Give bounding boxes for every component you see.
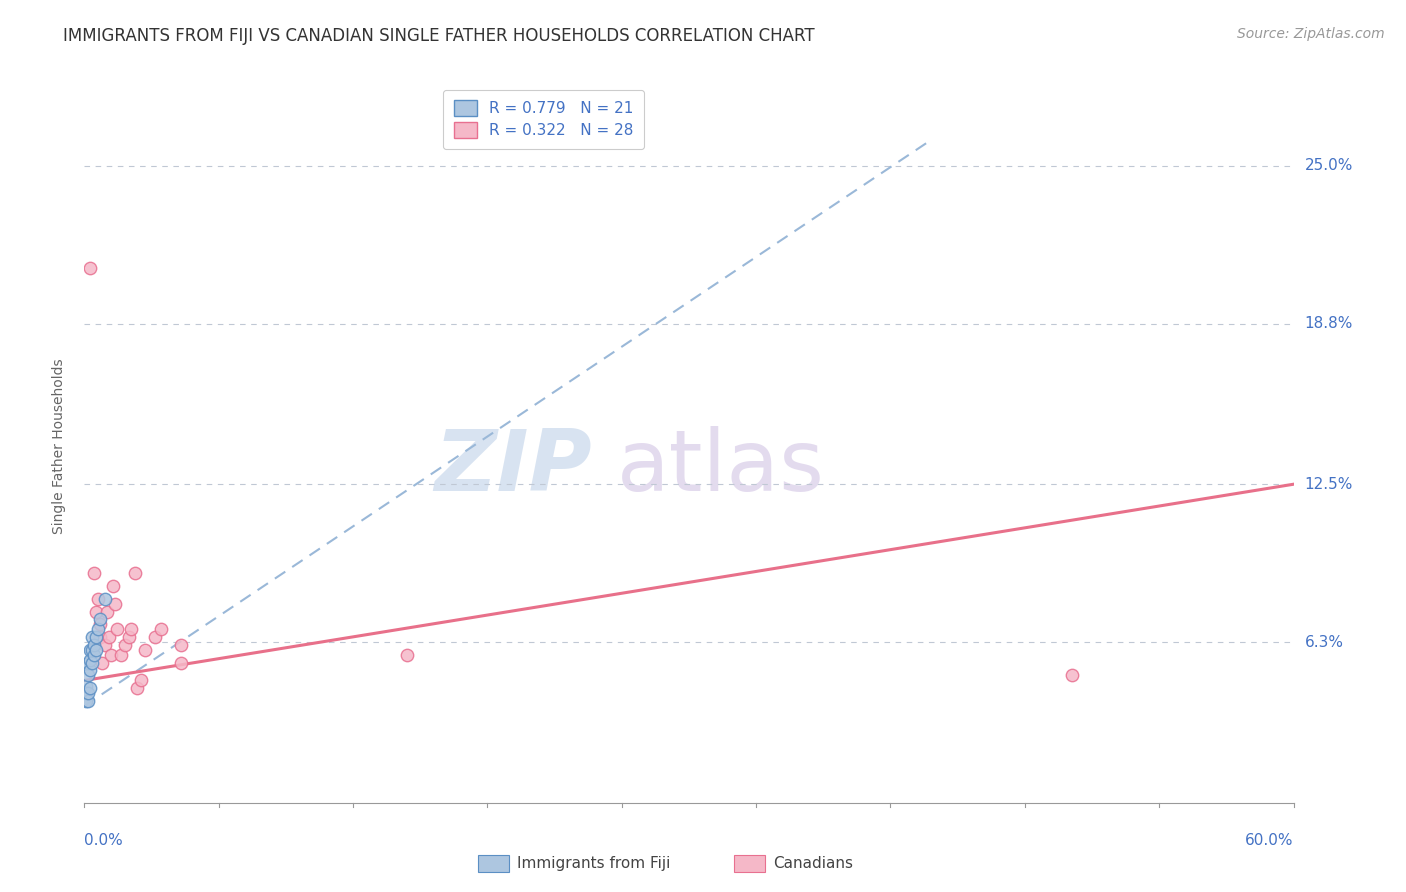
Point	[97, 630, 120, 644]
Point	[100, 648, 122, 662]
Point	[149, 623, 172, 637]
Point	[77, 668, 100, 682]
Point	[86, 643, 108, 657]
Point	[77, 694, 100, 708]
Point	[79, 663, 101, 677]
Point	[77, 686, 100, 700]
Point	[87, 623, 110, 637]
Point	[395, 648, 418, 662]
Point	[110, 648, 132, 662]
Text: 12.5%: 12.5%	[1305, 476, 1353, 491]
Point	[105, 623, 128, 637]
Point	[79, 681, 101, 695]
Point	[118, 630, 141, 644]
Point	[75, 686, 97, 700]
Point	[75, 679, 97, 693]
Text: Immigrants from Fiji: Immigrants from Fiji	[517, 856, 671, 871]
Point	[86, 605, 108, 619]
Point	[120, 623, 142, 637]
Point	[129, 673, 152, 688]
Point	[83, 566, 105, 581]
Y-axis label: Single Father Households: Single Father Households	[52, 359, 66, 533]
Point	[83, 638, 105, 652]
Text: IMMIGRANTS FROM FIJI VS CANADIAN SINGLE FATHER HOUSEHOLDS CORRELATION CHART: IMMIGRANTS FROM FIJI VS CANADIAN SINGLE …	[63, 27, 815, 45]
Point	[170, 656, 193, 670]
Point	[124, 566, 146, 581]
Point	[75, 694, 97, 708]
Text: Source: ZipAtlas.com: Source: ZipAtlas.com	[1237, 27, 1385, 41]
Point	[82, 656, 104, 670]
Point	[89, 630, 111, 644]
Text: Canadians: Canadians	[773, 856, 853, 871]
Text: 25.0%: 25.0%	[1305, 158, 1353, 173]
Text: ZIP: ZIP	[434, 425, 592, 509]
Point	[101, 579, 124, 593]
Point	[93, 638, 115, 652]
Point	[104, 597, 127, 611]
Point	[79, 643, 101, 657]
Point	[82, 630, 104, 644]
Point	[125, 681, 148, 695]
Text: 60.0%: 60.0%	[1246, 833, 1294, 848]
Text: atlas: atlas	[616, 425, 824, 509]
Point	[79, 260, 101, 275]
Point	[86, 630, 108, 644]
Point	[114, 638, 136, 652]
Point	[87, 591, 110, 606]
Point	[170, 638, 193, 652]
Point	[83, 648, 105, 662]
Point	[134, 643, 156, 657]
Text: 0.0%: 0.0%	[84, 833, 124, 848]
Point	[1060, 668, 1083, 682]
Text: 18.8%: 18.8%	[1305, 316, 1353, 331]
Point	[89, 612, 111, 626]
Point	[89, 617, 111, 632]
Legend: R = 0.779   N = 21, R = 0.322   N = 28: R = 0.779 N = 21, R = 0.322 N = 28	[443, 90, 644, 149]
Text: 6.3%: 6.3%	[1305, 635, 1344, 649]
Point	[82, 643, 104, 657]
Point	[93, 591, 115, 606]
Point	[91, 656, 114, 670]
Point	[143, 630, 166, 644]
Point	[96, 605, 118, 619]
Point	[77, 656, 100, 670]
Point	[79, 653, 101, 667]
